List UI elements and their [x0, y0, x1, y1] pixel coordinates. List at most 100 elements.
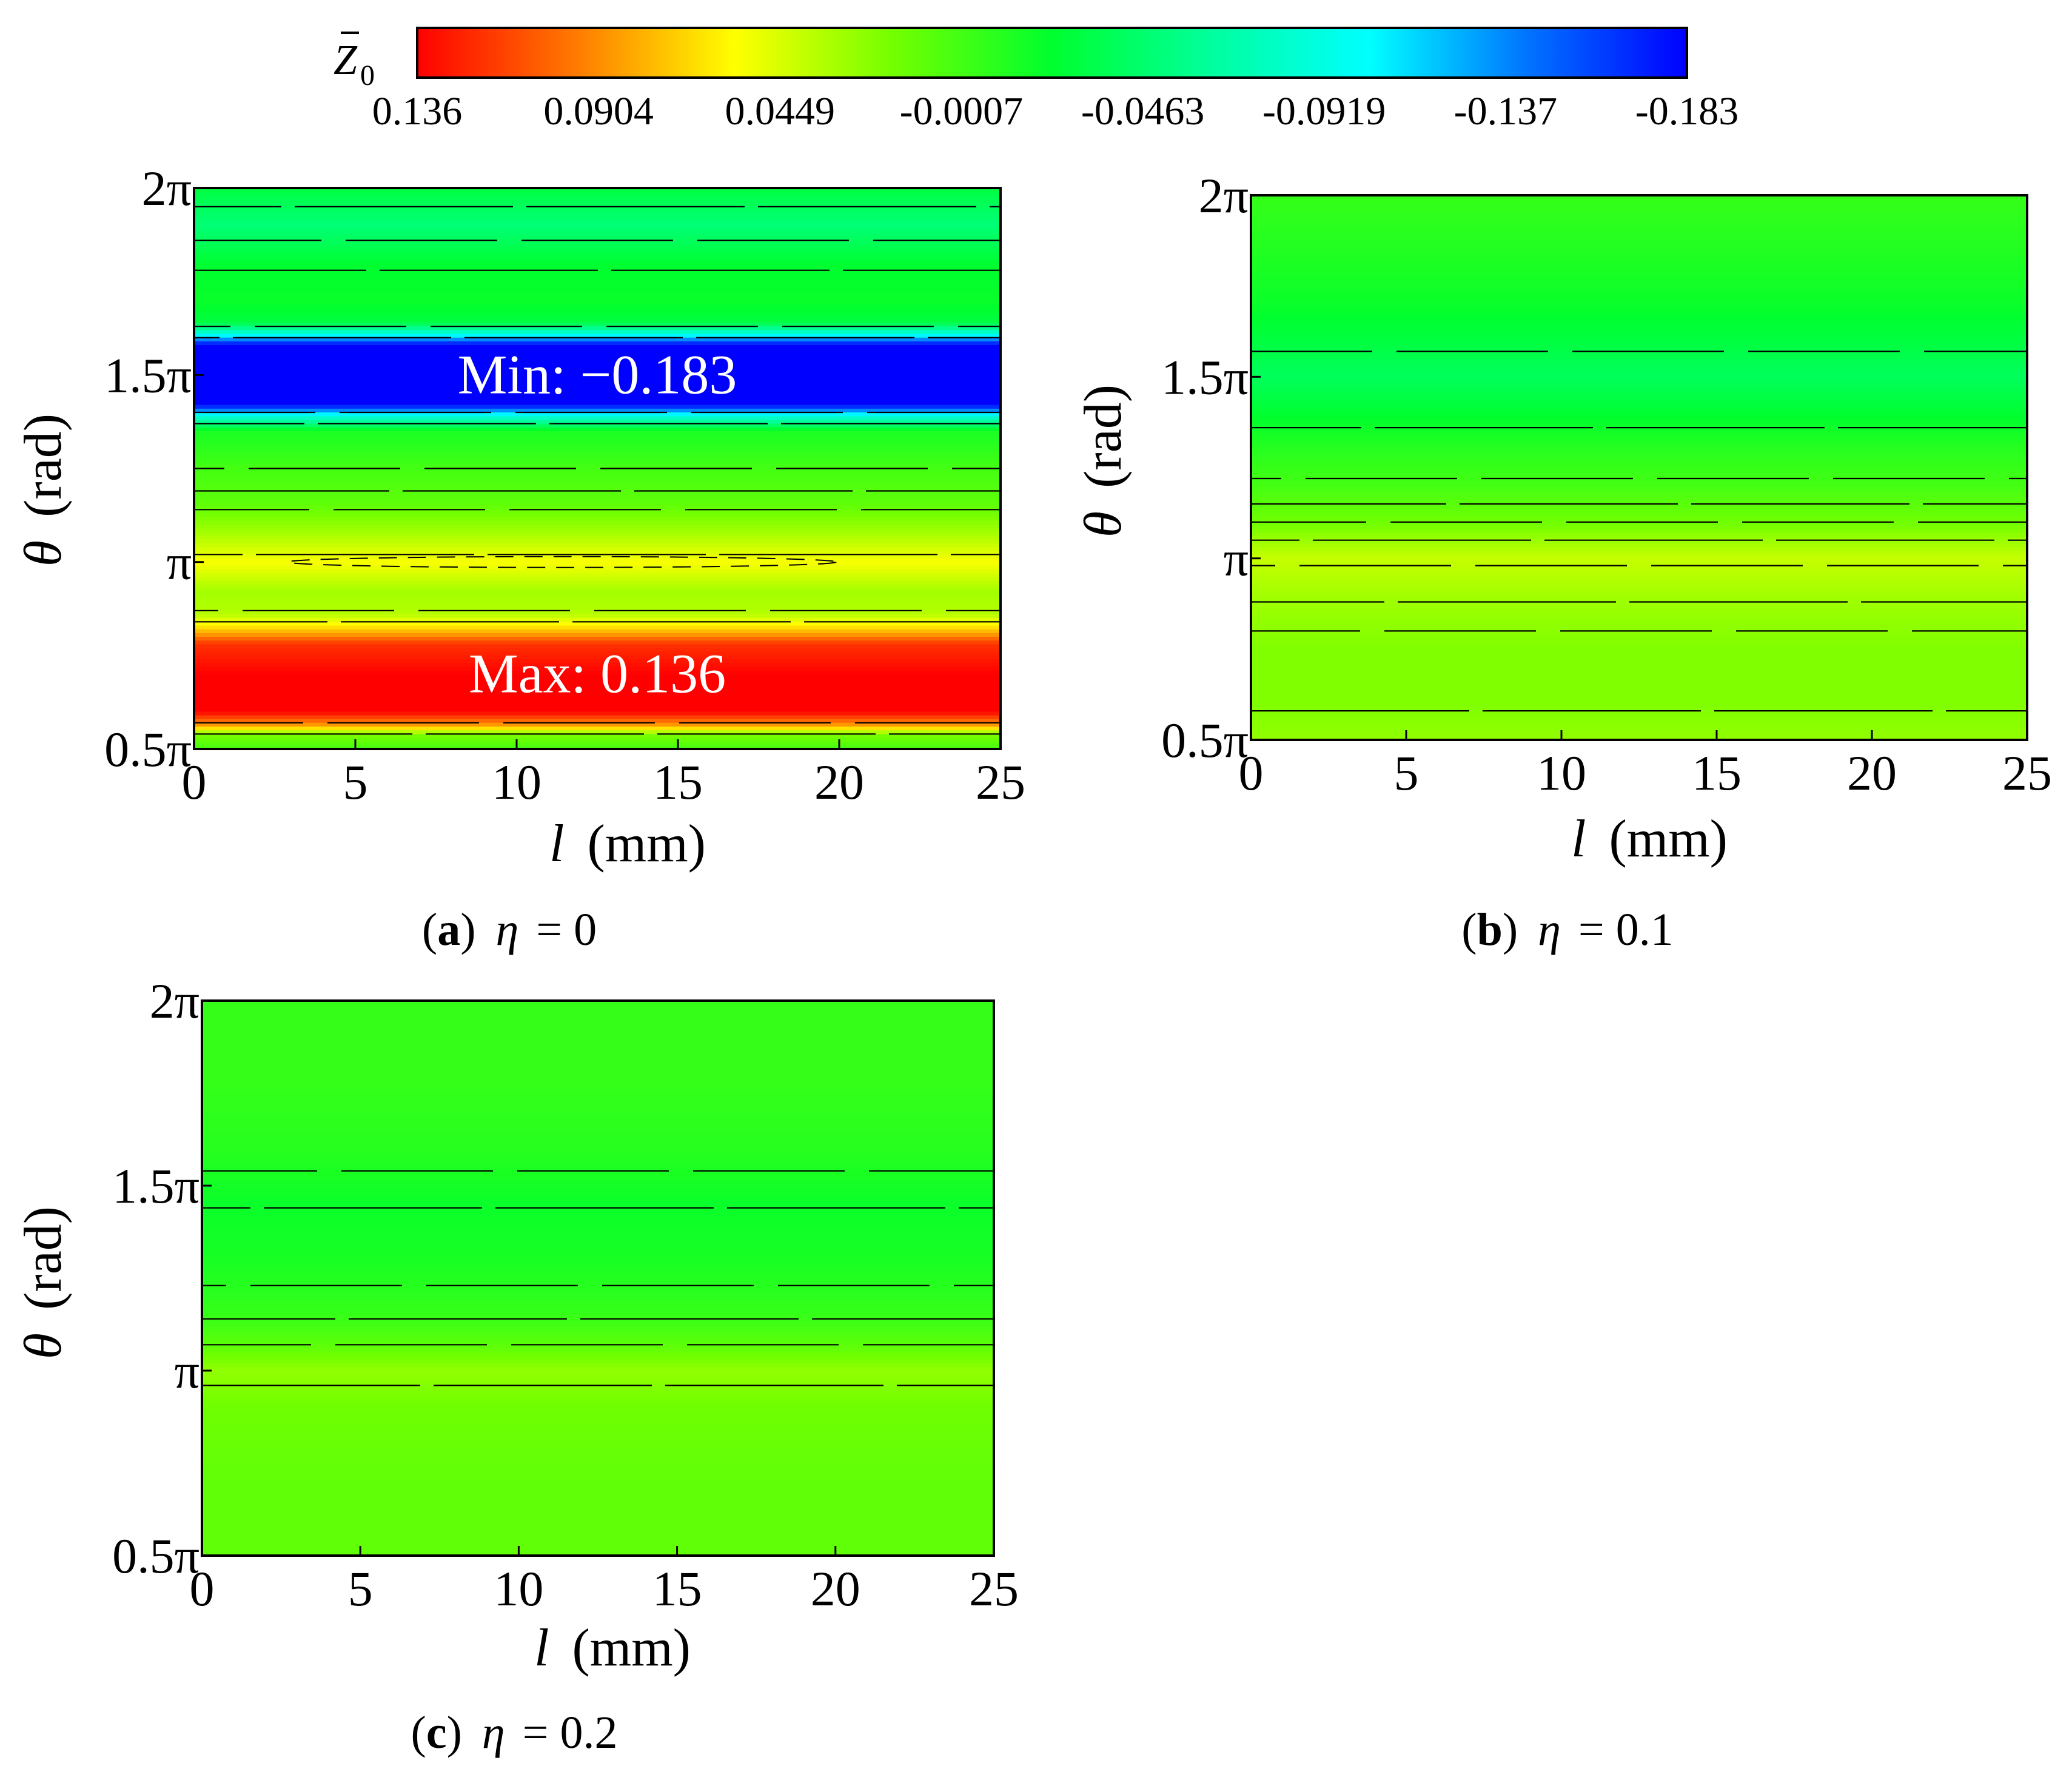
colorbar-tick-label: 0.136 [372, 89, 463, 133]
heatmap-band [202, 1433, 994, 1438]
colorbar-title: Z [334, 37, 358, 84]
svg-text:l (mm): l (mm) [549, 814, 706, 873]
caption-letter-a: a [437, 904, 460, 955]
heatmap-band [1251, 609, 2027, 614]
heatmap-band [194, 218, 1001, 223]
heatmap-band [1251, 482, 2027, 486]
heatmap-band [1251, 562, 2027, 566]
heatmap-band [194, 281, 1001, 286]
heatmap-band [194, 569, 1001, 574]
heatmap-band [194, 423, 1001, 428]
heatmap-band [1251, 460, 2027, 465]
heatmap-band [194, 637, 1001, 641]
heatmap-band [202, 1419, 994, 1423]
heatmap-band [202, 1015, 994, 1020]
heatmap-band [202, 1440, 994, 1445]
heatmap-band [194, 375, 1001, 380]
heatmap-band [1251, 663, 2027, 668]
heatmap-band [202, 1163, 994, 1168]
heatmap-band [202, 1385, 994, 1390]
y-axis-var-a: θ [14, 540, 73, 566]
caption-letter-c: c [426, 1707, 447, 1758]
heatmap-band [1251, 278, 2027, 283]
x-axis-label-a: l (mm) [549, 814, 706, 873]
heatmap-band [202, 1030, 994, 1035]
heatmap-band [1251, 224, 2027, 229]
heatmap-band [202, 1255, 994, 1260]
axes-panel-b: 0 5 10 15 20 25 0.5π π 1.5π 2π [1161, 168, 2052, 801]
heatmap-band [202, 1329, 994, 1334]
heatmap-band [194, 708, 1001, 713]
heatmap-band [194, 502, 1001, 506]
heatmap-band [202, 1389, 994, 1394]
colorbar: Z 0 0.136 0.0904 0.0449 -0.0007 -0.0463 -0.09… [334, 27, 1738, 133]
x-axis-label-c: l (mm) [534, 1619, 691, 1678]
heatmap-band [202, 1448, 994, 1453]
heatmap-band [202, 1215, 994, 1220]
heatmap-band [194, 323, 1001, 327]
colorbar-tick-label: -0.137 [1454, 89, 1557, 133]
heatmap-band [202, 1315, 994, 1320]
heatmap-band [202, 1123, 994, 1127]
y-tick-label: 2π [142, 161, 192, 216]
heatmap-band [202, 1126, 994, 1131]
x-tick-label: 5 [343, 754, 368, 810]
heatmap-band [194, 427, 1001, 432]
heatmap-band [194, 214, 1001, 219]
heatmap-band [202, 1474, 994, 1479]
heatmap-band [202, 1160, 994, 1164]
plot-frame [1250, 194, 2028, 741]
colorbar-title-subscript: 0 [360, 59, 375, 92]
heatmap-band [202, 1426, 994, 1431]
heatmap-band [194, 334, 1001, 338]
caption-value-b: = 0.1 [1578, 904, 1674, 955]
heatmap-band [194, 251, 1001, 256]
heatmap-band [1251, 503, 2027, 508]
heatmap-band [1251, 500, 2027, 505]
heatmap-band [202, 1318, 994, 1323]
heatmap-band [194, 408, 1001, 413]
heatmap-band [194, 255, 1001, 260]
heatmap-band [194, 341, 1001, 346]
heatmap-band [194, 225, 1001, 230]
y-axis-unit-b: (rad) [1074, 385, 1133, 488]
heatmap-band [1251, 522, 2027, 526]
x-tick-label: 0 [1239, 745, 1264, 801]
heatmap-band [202, 1178, 994, 1183]
heatmap-band [194, 737, 1001, 742]
heatmap-band [1251, 678, 2027, 683]
heatmap-band [202, 1463, 994, 1468]
heatmap-band [194, 633, 1001, 637]
heatmap-band [202, 1540, 994, 1545]
heatmap-band [1251, 217, 2027, 221]
heatmap-band [202, 1248, 994, 1253]
caption-value-c: = 0.2 [523, 1707, 618, 1758]
heatmap-band [194, 584, 1001, 589]
heatmap-band [194, 599, 1001, 604]
heatmap-band [194, 659, 1001, 663]
heatmap-band [202, 1400, 994, 1405]
heatmap-band [194, 420, 1001, 425]
heatmap-band [202, 1403, 994, 1408]
heatmap-band [194, 405, 1001, 409]
heatmap-band [1251, 304, 2027, 309]
heatmap-band [194, 562, 1001, 566]
heatmap-band [194, 715, 1001, 720]
heatmap-band [202, 1008, 994, 1013]
heatmap-band [202, 1093, 994, 1098]
heatmap-band [1251, 605, 2027, 610]
y-tick-label: 1.5π [112, 1158, 199, 1214]
y-tick-label: π [167, 535, 192, 590]
heatmap-band [194, 532, 1001, 537]
x-axis-var-b: l [1571, 810, 1586, 868]
heatmap-band [202, 1130, 994, 1135]
heatmap-band [1251, 358, 2027, 363]
panel-a: Min: −0.183 Max: 0.136 0 5 10 15 20 25 0.5π π 1.5… [14, 161, 1025, 955]
heatmap-band [1251, 318, 2027, 323]
caption-symbol-c: η [482, 1707, 505, 1758]
heatmap-band [194, 296, 1001, 301]
heatmap-band [202, 1026, 994, 1031]
heatmap-band [202, 1186, 994, 1190]
heatmap-band [202, 1363, 994, 1368]
heatmap-band [1251, 591, 2027, 596]
